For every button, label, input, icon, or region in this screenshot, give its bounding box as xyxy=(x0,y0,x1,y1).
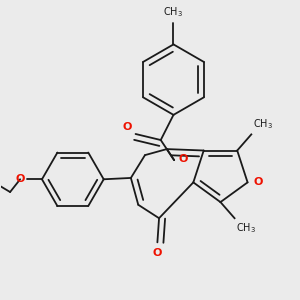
Text: O: O xyxy=(123,122,132,132)
Text: CH$_3$: CH$_3$ xyxy=(253,117,273,131)
Text: CH$_3$: CH$_3$ xyxy=(164,5,184,19)
Text: CH$_3$: CH$_3$ xyxy=(236,222,256,236)
Text: O: O xyxy=(153,248,162,258)
Text: O: O xyxy=(16,174,25,184)
Text: O: O xyxy=(178,154,188,164)
Text: O: O xyxy=(254,177,263,188)
